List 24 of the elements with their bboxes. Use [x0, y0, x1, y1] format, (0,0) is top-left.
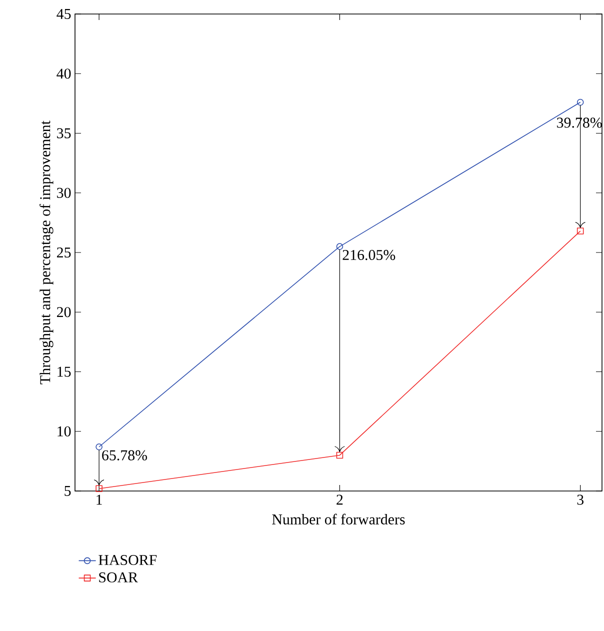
legend-label: SOAR	[99, 572, 138, 582]
y-tick-label: 30	[57, 188, 71, 198]
point	[96, 443, 102, 450]
x-tick-label: 2	[336, 494, 343, 505]
annotation: 216.05%	[342, 250, 396, 260]
point	[576, 228, 584, 234]
y-tick-label: 25	[56, 247, 71, 258]
y-tick-label: 45	[56, 9, 71, 19]
annotation: 65.78%	[102, 450, 148, 460]
y-tick-label: 20	[56, 307, 71, 318]
point	[336, 452, 344, 459]
y-tick-label: 40	[56, 68, 71, 79]
y-tick-label: 15	[58, 366, 71, 377]
y-tick-label: 5	[64, 486, 71, 496]
point	[96, 485, 102, 492]
y-tick-label: 35	[57, 128, 71, 138]
x-tick-label: 1	[96, 494, 102, 505]
y-tick-label: 10	[58, 426, 71, 436]
y-axis-title: Throughput and percentage of improvement	[40, 120, 54, 384]
point	[336, 243, 344, 250]
x-tick-label: 3	[577, 494, 584, 505]
legend-label: HASORF	[98, 555, 157, 566]
x-axis-title: Number of forwarders	[272, 514, 405, 524]
point	[576, 98, 584, 106]
